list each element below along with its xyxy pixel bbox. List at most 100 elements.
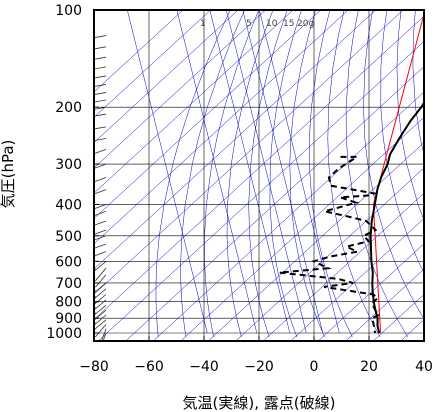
isotherm-line [428, 10, 435, 341]
wind-barb-flag [87, 322, 94, 326]
wind-barb-flag [87, 317, 94, 321]
wind-barb-staff [94, 138, 107, 142]
dry-adiabat-line [396, 10, 424, 221]
wind-barb-staff [94, 189, 107, 195]
wind-barb [94, 210, 107, 217]
wind-barb-staff [94, 319, 107, 331]
wind-barb-staff [94, 309, 107, 321]
data-layer [279, 12, 424, 334]
wind-barb [87, 304, 107, 316]
dry-adiabat-line [269, 10, 302, 338]
wind-barb-staff [94, 46, 107, 50]
isotherm-line [94, 10, 239, 143]
y-tick-label: 1000 [46, 326, 82, 342]
isotherm-line [94, 10, 321, 219]
y-tick-label: 200 [55, 100, 82, 116]
wind-barb-flag [91, 83, 93, 86]
isotherm-line [94, 10, 211, 118]
x-tick-label: 40 [415, 359, 433, 375]
wind-barb-staff [94, 35, 107, 39]
isotherm-line [153, 91, 424, 341]
wind-barb-flag [86, 229, 91, 235]
isotherm-line [94, 10, 376, 270]
dry-adiabat-line [155, 10, 231, 338]
wind-barb-staff [94, 288, 107, 300]
wind-barb [86, 148, 107, 155]
wind-barb-staff [94, 75, 107, 79]
wind-barb [94, 243, 107, 249]
wind-barb-flag [86, 96, 90, 103]
wind-barb [89, 71, 107, 79]
wind-barb [86, 134, 107, 142]
wind-barb [86, 96, 107, 103]
mixing-ratio-label: 20g [297, 19, 314, 29]
wind-barb-staff [94, 99, 107, 103]
wind-barb-staff [94, 282, 107, 294]
y-tick-label: 800 [55, 295, 82, 311]
wind-barb-flag [87, 312, 94, 316]
wind-barb-flag [91, 126, 93, 129]
dry-adiabat-line [204, 10, 260, 338]
wind-barb [87, 309, 107, 321]
wind-barb-flag [86, 251, 91, 257]
dry-adiabat-line [308, 10, 353, 338]
temperature-line [369, 101, 424, 334]
x-tick-label: −80 [79, 359, 109, 375]
wind-barb-staff [94, 163, 107, 169]
wind-barb-flag [86, 189, 91, 195]
wind-barb [86, 88, 107, 95]
wind-barb [89, 42, 107, 50]
wind-barb-flag [89, 103, 93, 110]
wind-barb [86, 32, 107, 39]
wind-barb [94, 220, 107, 226]
mixing-ratio-label: 10 [266, 19, 278, 29]
wind-barb-flag [89, 42, 93, 49]
wind-barb [91, 83, 107, 87]
wind-barb-flag [86, 134, 90, 141]
wind-barb [94, 113, 107, 117]
wind-barb [94, 324, 107, 337]
parcel-line [372, 12, 424, 334]
isotherm-line [400, 319, 424, 341]
wind-barb-staff [95, 274, 107, 288]
wind-barb-flag [86, 149, 91, 155]
wind-barb-staff [94, 92, 107, 95]
isotherm-line [94, 10, 294, 194]
wind-barb-flag [89, 71, 93, 78]
wind-barb [87, 3, 106, 11]
wind-barb-layer [86, 3, 107, 341]
wind-barb-staff [94, 106, 107, 110]
x-tick-label: −40 [189, 359, 219, 375]
wind-barb-flag [86, 103, 90, 110]
dry-adiabat-line [327, 10, 381, 338]
wind-barb-staff [94, 113, 107, 117]
wind-barb-flag [86, 88, 90, 95]
wind-barb [94, 66, 107, 70]
wind-barb-staff [94, 314, 107, 326]
wind-barb-flag [87, 326, 94, 330]
wind-barb-flag [87, 3, 90, 10]
wind-barb-flag [86, 235, 91, 241]
wind-barb-staff [94, 204, 107, 210]
wind-barb [86, 251, 107, 257]
wind-barb-staff [101, 328, 107, 341]
x-tick-label: −60 [134, 359, 164, 375]
dry-adiabat-line [248, 10, 288, 338]
wind-barb-flag [86, 32, 90, 39]
wind-barb-flag [86, 123, 90, 130]
dry-adiabat-line [428, 10, 435, 337]
wind-barb-flag [87, 301, 94, 305]
wind-barb [94, 267, 107, 281]
mixing-ratio-line [242, 10, 324, 334]
dry-adiabat-line [412, 10, 424, 156]
wind-barb-staff [94, 56, 107, 60]
isotherm-line [94, 10, 266, 169]
wind-barb [94, 177, 107, 183]
isotherm-line [235, 167, 424, 341]
wind-barb [87, 294, 107, 306]
mixing-ratio-line [176, 10, 258, 334]
wind-barb-staff [94, 220, 107, 226]
wind-barb-staff [94, 251, 107, 257]
